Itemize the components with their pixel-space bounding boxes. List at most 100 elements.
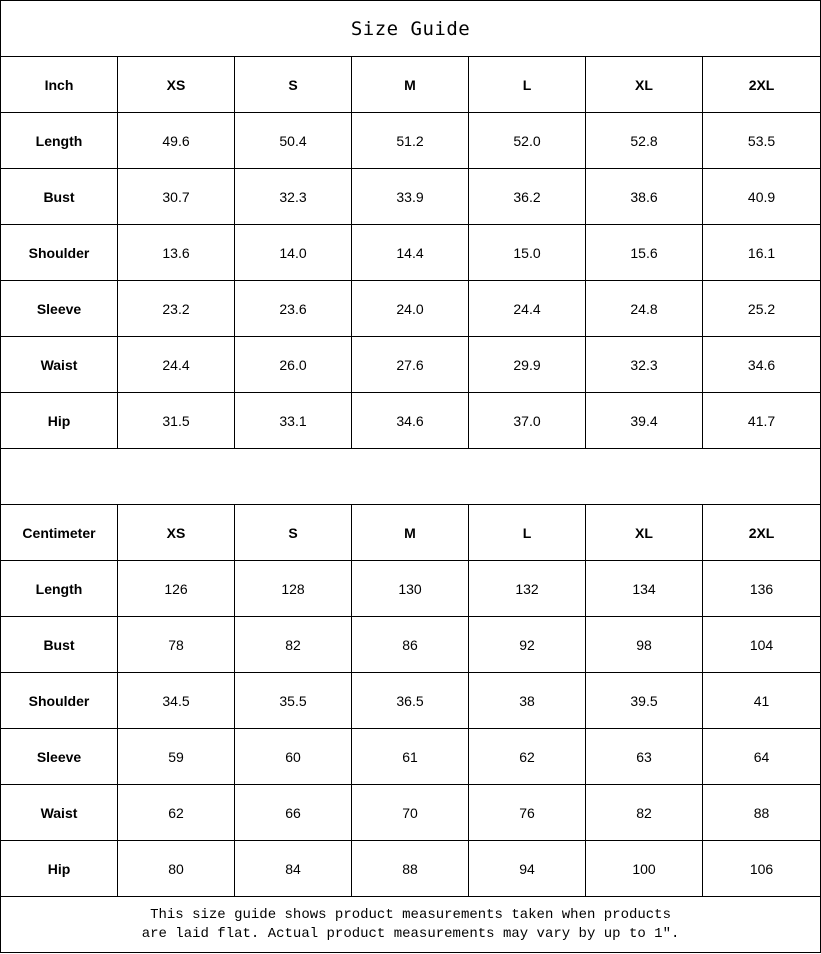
measurement-label: Bust — [0, 616, 118, 673]
size-header: S — [234, 56, 352, 113]
measurement-value: 38 — [468, 672, 586, 729]
size-header: 2XL — [701, 504, 821, 561]
measurement-value: 126 — [117, 560, 235, 617]
measurement-value: 24.4 — [468, 280, 586, 337]
measurement-value: 62 — [468, 728, 586, 785]
centimeter-unit-header: Centimeter — [0, 504, 118, 561]
measurement-value: 88 — [701, 784, 821, 841]
measurement-value: 38.6 — [585, 168, 703, 225]
measurement-value: 31.5 — [117, 392, 235, 449]
measurement-value: 70 — [351, 784, 469, 841]
measurement-label: Waist — [0, 784, 118, 841]
measurement-value: 24.8 — [585, 280, 703, 337]
measurement-value: 37.0 — [468, 392, 586, 449]
measurement-value: 98 — [585, 616, 703, 673]
note-row: This size guide shows product measuremen… — [0, 896, 821, 953]
measurement-value: 24.4 — [117, 336, 235, 393]
size-header: M — [351, 56, 469, 113]
measurement-value: 80 — [117, 840, 235, 897]
measurement-value: 27.6 — [351, 336, 469, 393]
size-header: L — [468, 504, 586, 561]
measurement-label: Waist — [0, 336, 118, 393]
measurement-value: 132 — [468, 560, 586, 617]
measurement-value: 32.3 — [585, 336, 703, 393]
measurement-value: 34.5 — [117, 672, 235, 729]
measurement-value: 29.9 — [468, 336, 586, 393]
measurement-value: 52.8 — [585, 112, 703, 169]
table-row: Waist 62 66 70 76 82 88 — [0, 784, 821, 841]
size-header: L — [468, 56, 586, 113]
inch-unit-header: Inch — [0, 56, 118, 113]
measurement-value: 34.6 — [701, 336, 821, 393]
table-row: Shoulder 34.5 35.5 36.5 38 39.5 41 — [0, 672, 821, 729]
measurement-value: 78 — [117, 616, 235, 673]
measurement-label: Hip — [0, 392, 118, 449]
measurement-value: 26.0 — [234, 336, 352, 393]
size-header: M — [351, 504, 469, 561]
measurement-label: Sleeve — [0, 728, 118, 785]
table-row: Hip 31.5 33.1 34.6 37.0 39.4 41.7 — [0, 392, 821, 449]
measurement-value: 23.6 — [234, 280, 352, 337]
size-header: XS — [117, 56, 235, 113]
measurement-label: Length — [0, 560, 118, 617]
measurement-value: 51.2 — [351, 112, 469, 169]
measurement-value: 14.4 — [351, 224, 469, 281]
size-header: XS — [117, 504, 235, 561]
note-line1: This size guide shows product measuremen… — [150, 906, 671, 923]
table-row: Shoulder 13.6 14.0 14.4 15.0 15.6 16.1 — [0, 224, 821, 281]
measurement-label: Bust — [0, 168, 118, 225]
table-row: Bust 30.7 32.3 33.9 36.2 38.6 40.9 — [0, 168, 821, 225]
spacer-cell — [0, 448, 821, 505]
note-line2: are laid flat. Actual product measuremen… — [141, 925, 680, 942]
table-row: Bust 78 82 86 92 98 104 — [0, 616, 821, 673]
measurement-value: 136 — [701, 560, 821, 617]
measurement-value: 13.6 — [117, 224, 235, 281]
measurement-value: 41.7 — [701, 392, 821, 449]
spacer-row — [0, 448, 821, 505]
measurement-value: 15.0 — [468, 224, 586, 281]
disclaimer-note: This size guide shows product measuremen… — [0, 896, 821, 953]
table-row: Sleeve 23.2 23.6 24.0 24.4 24.8 25.2 — [0, 280, 821, 337]
measurement-value: 84 — [234, 840, 352, 897]
measurement-value: 76 — [468, 784, 586, 841]
measurement-value: 30.7 — [117, 168, 235, 225]
measurement-value: 104 — [701, 616, 821, 673]
measurement-value: 92 — [468, 616, 586, 673]
table-row: Hip 80 84 88 94 100 106 — [0, 840, 821, 897]
measurement-value: 66 — [234, 784, 352, 841]
table-row: Length 126 128 130 132 134 136 — [0, 560, 821, 617]
table-row: Waist 24.4 26.0 27.6 29.9 32.3 34.6 — [0, 336, 821, 393]
measurement-value: 134 — [585, 560, 703, 617]
measurement-label: Shoulder — [0, 224, 118, 281]
measurement-value: 88 — [351, 840, 469, 897]
measurement-value: 36.5 — [351, 672, 469, 729]
measurement-value: 128 — [234, 560, 352, 617]
measurement-value: 64 — [701, 728, 821, 785]
size-header: XL — [585, 504, 703, 561]
measurement-value: 24.0 — [351, 280, 469, 337]
title-row: Size Guide — [0, 0, 821, 57]
measurement-value: 35.5 — [234, 672, 352, 729]
measurement-value: 82 — [585, 784, 703, 841]
measurement-value: 100 — [585, 840, 703, 897]
measurement-value: 63 — [585, 728, 703, 785]
measurement-value: 60 — [234, 728, 352, 785]
size-header: S — [234, 504, 352, 561]
measurement-value: 61 — [351, 728, 469, 785]
table-row: Length 49.6 50.4 51.2 52.0 52.8 53.5 — [0, 112, 821, 169]
table-row: Sleeve 59 60 61 62 63 64 — [0, 728, 821, 785]
measurement-label: Sleeve — [0, 280, 118, 337]
measurement-value: 62 — [117, 784, 235, 841]
measurement-value: 33.1 — [234, 392, 352, 449]
inch-header-row: Inch XS S M L XL 2XL — [0, 56, 821, 113]
measurement-value: 39.5 — [585, 672, 703, 729]
measurement-value: 36.2 — [468, 168, 586, 225]
measurement-value: 50.4 — [234, 112, 352, 169]
measurement-value: 25.2 — [701, 280, 821, 337]
page-title: Size Guide — [0, 0, 821, 57]
measurement-value: 40.9 — [701, 168, 821, 225]
measurement-value: 32.3 — [234, 168, 352, 225]
measurement-label: Hip — [0, 840, 118, 897]
measurement-value: 14.0 — [234, 224, 352, 281]
